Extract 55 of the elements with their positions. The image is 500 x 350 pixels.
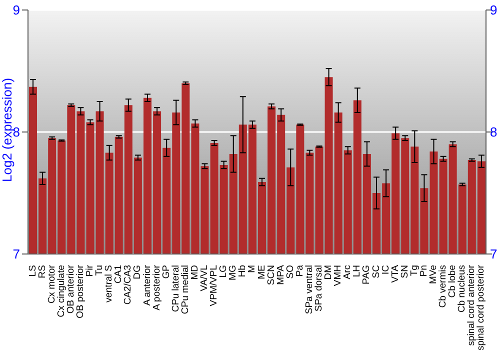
x-tick-label: OB posterior: [74, 265, 86, 318]
x-tick-label: spinal cord anterior: [466, 265, 478, 346]
x-tick-label: Hb: [237, 265, 248, 278]
x-tick-label: CA1: [113, 265, 124, 284]
y-axis-title: Log2 (expression): [0, 78, 15, 182]
y-tick-label: 8: [12, 124, 20, 140]
x-tick-label: MPA: [275, 264, 286, 285]
x-tick-label: LG: [218, 265, 230, 278]
x-tick-label: SC: [370, 264, 382, 278]
x-tick-label: SPa ventral: [304, 265, 315, 314]
x-tick-label: spinal cord posterior: [476, 265, 487, 350]
x-tick-label: CA2/CA3: [122, 265, 134, 305]
x-tick-label: Cb lobe: [447, 265, 458, 298]
y-tick-label: 9: [12, 2, 20, 18]
x-tick-label: A anterior: [142, 265, 153, 306]
x-tick-label: DM: [323, 264, 334, 280]
x-tick-label: ME: [256, 265, 268, 280]
x-tick-label: Tg: [408, 265, 420, 276]
x-tick-label: CPu medial: [180, 265, 191, 314]
x-tick-label: Arc: [342, 264, 354, 280]
x-tick-label: SCN: [266, 264, 277, 286]
x-tick-label: MG: [228, 265, 239, 280]
x-tick-label: A posterior: [151, 265, 162, 310]
x-tick-label: SN: [399, 264, 410, 278]
x-tick-label: VPM/VPL: [208, 265, 220, 306]
x-tick-label: Tu: [94, 265, 106, 276]
x-tick-label: ventral S: [104, 265, 115, 302]
x-tick-label: M: [246, 264, 258, 273]
x-tick-label: Cx cingulate: [56, 265, 67, 318]
y2-tick-label: 9: [490, 2, 498, 18]
x-tick-label: IC: [380, 264, 392, 274]
x-tick-label: Cx motor: [46, 265, 58, 304]
x-tick-label: Cb vermis: [438, 264, 449, 308]
x-tick-label: LS: [27, 265, 38, 277]
x-tick-label: SO: [284, 265, 296, 279]
x-tick-label: Pa: [294, 264, 306, 277]
x-tick-label: MVe: [428, 265, 440, 284]
x-tick-label: OB anterior: [65, 265, 76, 314]
x-tick-label: Pn: [418, 265, 430, 277]
x-tick-label: Pir: [84, 265, 96, 277]
x-tick-label: CPu lateral: [170, 265, 182, 312]
x-tick-label: VMH: [332, 264, 344, 286]
x-tick-label: VA/VL: [199, 265, 210, 292]
x-tick-label: LH: [352, 264, 363, 278]
x-tick-label: Cb nucleus: [456, 264, 468, 313]
x-tick-label: MD: [189, 264, 200, 280]
x-tick-label: RS: [36, 265, 48, 278]
x-tick-label: PAG: [361, 265, 372, 284]
x-tick-label: DG: [132, 265, 144, 280]
y2-tick-label: 8: [490, 124, 498, 140]
y2-tick-label: 7: [490, 246, 498, 262]
y-tick-label: 7: [12, 246, 20, 262]
x-tick-label: GP: [160, 265, 172, 279]
x-tick-label: SPa dorsal: [314, 265, 325, 312]
x-tick-label: VTA: [390, 264, 401, 283]
